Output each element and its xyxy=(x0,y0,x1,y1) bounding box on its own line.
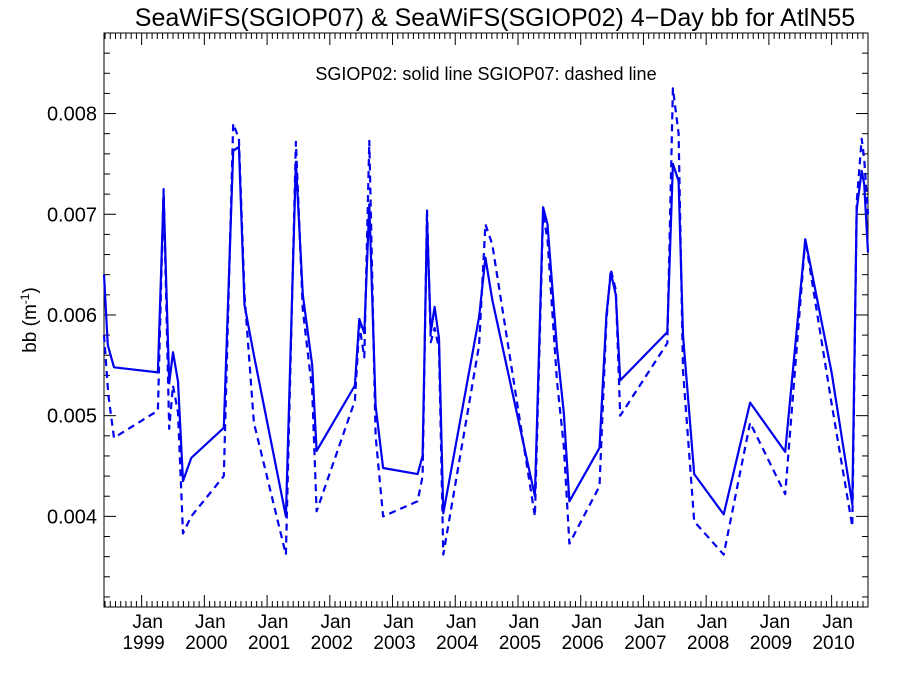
y-tick-label: 0.004 xyxy=(47,506,97,528)
series-layer xyxy=(102,87,870,556)
x-tick-year-label: 2000 xyxy=(185,633,227,654)
x-tick-month-label: Jan xyxy=(258,612,289,633)
y-axis-label-close: ) xyxy=(20,287,41,293)
y-tick-label: 0.006 xyxy=(47,305,97,327)
series-line-sgiop07 xyxy=(102,87,870,556)
x-tick-month-label: Jan xyxy=(446,612,477,633)
x-tick-year-label: 2002 xyxy=(311,633,353,654)
y-axis-label: bb (m-1) xyxy=(18,287,41,353)
minor-ticks xyxy=(104,32,868,607)
x-tick-month-label: Jan xyxy=(634,612,665,633)
y-tick-label: 0.007 xyxy=(47,204,97,226)
y-tick-label: 0.008 xyxy=(47,104,97,126)
x-tick-month-label: Jan xyxy=(383,612,414,633)
y-axis-label-superscript: -1 xyxy=(18,293,32,304)
x-tick-month-label: Jan xyxy=(132,612,163,633)
line-style-annotation: SGIOP02: solid line SGIOP07: dashed line xyxy=(315,64,656,84)
x-tick-year-label: 2005 xyxy=(499,633,541,654)
x-tick-month-label: Jan xyxy=(760,612,791,633)
x-tick-month-label: Jan xyxy=(822,612,853,633)
y-axis-label-text: bb (m xyxy=(20,304,41,353)
x-tick-year-label: 2001 xyxy=(248,633,290,654)
x-tick-month-label: Jan xyxy=(571,612,602,633)
chart-title: SeaWiFS(SGIOP07) & SeaWiFS(SGIOP02) 4−Da… xyxy=(135,4,855,32)
x-tick-month-label: Jan xyxy=(320,612,351,633)
y-axis-ticks: 0.004 0.005 0.006 0.007 0.008 xyxy=(47,104,868,528)
x-tick-year-label: 2007 xyxy=(624,633,666,654)
plot-frame xyxy=(103,32,869,608)
x-axis-ticks: Jan1999Jan2000Jan2001Jan2002Jan2003Jan20… xyxy=(122,33,855,654)
x-tick-month-label: Jan xyxy=(697,612,728,633)
y-tick-label: 0.005 xyxy=(47,406,97,428)
x-tick-year-label: 2010 xyxy=(812,633,854,654)
x-tick-month-label: Jan xyxy=(509,612,540,633)
x-tick-year-label: 2006 xyxy=(562,633,604,654)
x-tick-year-label: 2008 xyxy=(687,633,729,654)
x-tick-year-label: 1999 xyxy=(122,633,164,654)
x-tick-month-label: Jan xyxy=(195,612,226,633)
x-tick-year-label: 2004 xyxy=(436,633,479,654)
x-tick-year-label: 2003 xyxy=(373,633,415,654)
x-tick-year-label: 2009 xyxy=(750,633,792,654)
